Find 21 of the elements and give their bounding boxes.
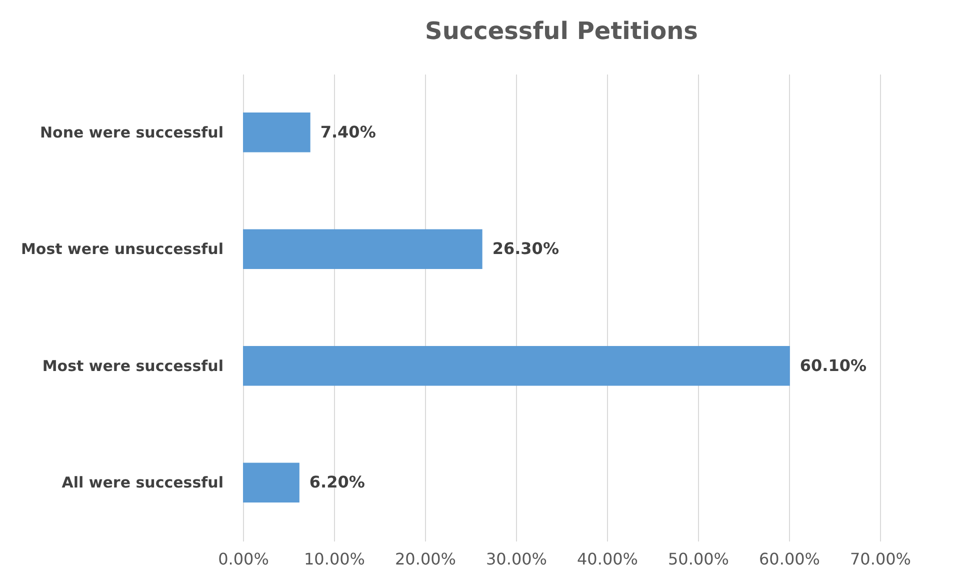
bar — [243, 346, 790, 386]
bar — [243, 112, 310, 152]
data-label: 60.10% — [800, 356, 867, 375]
data-label: 7.40% — [320, 122, 376, 142]
x-tick-label: 50.00% — [668, 550, 730, 568]
x-tick-label: 70.00% — [850, 550, 912, 568]
x-tick-label: 60.00% — [758, 550, 820, 568]
bar — [243, 229, 482, 269]
data-label: 6.20% — [309, 472, 365, 492]
x-tick-label: 10.00% — [304, 550, 366, 568]
y-tick-label: All were successful — [62, 474, 224, 492]
x-tick-label: 0.00% — [218, 550, 269, 568]
data-label: 26.30% — [492, 239, 559, 258]
bar — [243, 462, 300, 502]
chart-title: Successful Petitions — [425, 17, 698, 45]
y-tick-label: None were successful — [40, 123, 224, 142]
y-tick-label: Most were unsuccessful — [21, 240, 224, 258]
x-tick-label: 30.00% — [486, 550, 548, 568]
y-tick-label: Most were successful — [42, 356, 224, 375]
x-tick-label: 40.00% — [576, 550, 638, 568]
x-tick-label: 20.00% — [394, 550, 456, 568]
